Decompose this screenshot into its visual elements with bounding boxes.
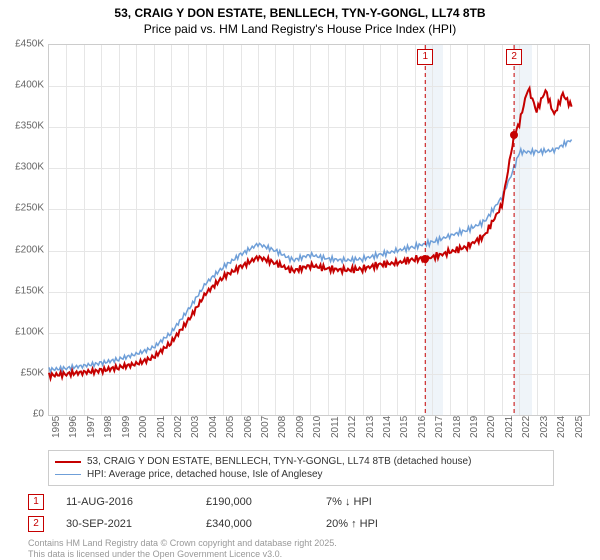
marker-point xyxy=(421,255,429,263)
sale-delta: 20% ↑ HPI xyxy=(326,518,378,530)
xtick-label: 2020 xyxy=(486,416,497,438)
xtick-label: 1997 xyxy=(86,416,97,438)
sale-date: 11-AUG-2016 xyxy=(66,496,206,508)
ytick-label: £250K xyxy=(0,203,44,214)
ytick-label: £200K xyxy=(0,244,44,255)
xtick-label: 2011 xyxy=(330,416,341,438)
ytick-label: £150K xyxy=(0,285,44,296)
xtick-label: 2018 xyxy=(452,416,463,438)
ytick-label: £450K xyxy=(0,39,44,50)
sale-marker-box: 2 xyxy=(28,516,44,532)
footer-line: Contains HM Land Registry data © Crown c… xyxy=(28,538,337,548)
legend-swatch xyxy=(55,474,81,476)
ytick-label: £400K xyxy=(0,80,44,91)
xtick-label: 2010 xyxy=(312,416,323,438)
chart-title-sub: Price paid vs. HM Land Registry's House … xyxy=(0,20,600,36)
xtick-label: 2012 xyxy=(347,416,358,438)
ytick-label: £0 xyxy=(0,409,44,420)
legend-row: HPI: Average price, detached house, Isle… xyxy=(55,468,547,481)
chart-title-main: 53, CRAIG Y DON ESTATE, BENLLECH, TYN-Y-… xyxy=(0,0,600,20)
series-line xyxy=(49,140,572,373)
chart-svg xyxy=(49,45,589,415)
xtick-label: 2002 xyxy=(173,416,184,438)
xtick-label: 2008 xyxy=(277,416,288,438)
xtick-label: 2006 xyxy=(243,416,254,438)
xtick-label: 2015 xyxy=(399,416,410,438)
xtick-label: 2025 xyxy=(574,416,585,438)
sale-price: £340,000 xyxy=(206,518,326,530)
xtick-label: 1996 xyxy=(68,416,79,438)
legend-row: 53, CRAIG Y DON ESTATE, BENLLECH, TYN-Y-… xyxy=(55,455,547,468)
footer-line: This data is licensed under the Open Gov… xyxy=(28,549,282,559)
xtick-label: 2005 xyxy=(225,416,236,438)
ytick-label: £350K xyxy=(0,121,44,132)
xtick-label: 2019 xyxy=(469,416,480,438)
sale-delta: 7% ↓ HPI xyxy=(326,496,372,508)
xtick-label: 2000 xyxy=(138,416,149,438)
series-line xyxy=(49,88,572,378)
xtick-label: 1998 xyxy=(103,416,114,438)
legend-swatch xyxy=(55,461,81,463)
sale-price: £190,000 xyxy=(206,496,326,508)
legend-box: 53, CRAIG Y DON ESTATE, BENLLECH, TYN-Y-… xyxy=(48,450,554,486)
xtick-label: 2007 xyxy=(260,416,271,438)
xtick-label: 2024 xyxy=(556,416,567,438)
legend-label: 53, CRAIG Y DON ESTATE, BENLLECH, TYN-Y-… xyxy=(87,456,471,467)
ytick-label: £300K xyxy=(0,162,44,173)
sale-row: 1 11-AUG-2016 £190,000 7% ↓ HPI xyxy=(28,494,372,510)
xtick-label: 1999 xyxy=(121,416,132,438)
legend-label: HPI: Average price, detached house, Isle… xyxy=(87,469,323,480)
xtick-label: 1995 xyxy=(51,416,62,438)
xtick-label: 2017 xyxy=(434,416,445,438)
xtick-label: 2001 xyxy=(156,416,167,438)
xtick-label: 2004 xyxy=(208,416,219,438)
xtick-label: 2003 xyxy=(190,416,201,438)
sale-date: 30-SEP-2021 xyxy=(66,518,206,530)
chart-area: 12 xyxy=(48,44,590,416)
xtick-label: 2014 xyxy=(382,416,393,438)
sale-row: 2 30-SEP-2021 £340,000 20% ↑ HPI xyxy=(28,516,378,532)
xtick-label: 2022 xyxy=(521,416,532,438)
ytick-label: £50K xyxy=(0,367,44,378)
xtick-label: 2016 xyxy=(417,416,428,438)
ytick-label: £100K xyxy=(0,326,44,337)
sale-marker-box: 1 xyxy=(28,494,44,510)
xtick-label: 2013 xyxy=(365,416,376,438)
xtick-label: 2023 xyxy=(539,416,550,438)
xtick-label: 2009 xyxy=(295,416,306,438)
marker-box: 2 xyxy=(506,49,522,65)
chart-container: 53, CRAIG Y DON ESTATE, BENLLECH, TYN-Y-… xyxy=(0,0,600,560)
xtick-label: 2021 xyxy=(504,416,515,438)
marker-point xyxy=(510,131,518,139)
marker-box: 1 xyxy=(417,49,433,65)
